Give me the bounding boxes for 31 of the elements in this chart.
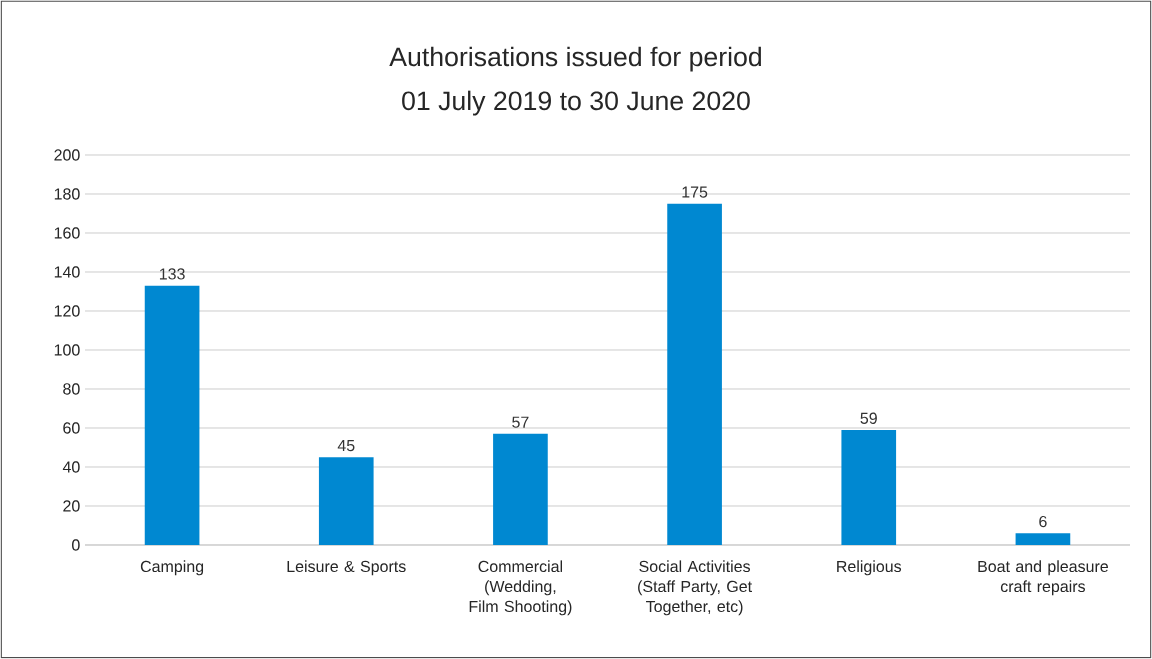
y-tick-label: 40 [62, 461, 80, 473]
chart-subtitle: 01 July 2019 to 30 June 2020 [402, 90, 750, 116]
y-tick-label: 60 [63, 422, 80, 434]
y-tick-label: 140 [54, 266, 80, 278]
x-tick-label: Camping [140, 560, 204, 576]
y-tick-label: 100 [54, 344, 80, 356]
y-tick-label: 200 [54, 149, 80, 161]
bar [144, 285, 200, 545]
y-tick-label: 160 [54, 227, 80, 239]
x-tick-label: Religious [837, 560, 902, 576]
x-tick-label: Leisure & Sports [287, 560, 406, 576]
y-tick-label: 80 [63, 383, 80, 395]
x-tick-label: Social Activities (Staff Party, Get Together, etc) [638, 560, 752, 616]
y-tick-label: 180 [54, 188, 80, 200]
bar [1015, 533, 1071, 545]
data-label: 59 [860, 412, 877, 424]
data-label: 133 [159, 268, 185, 280]
x-tick-label: Boat and pleasure craft repairs [978, 560, 1108, 596]
x-tick-label: Commercial (Wedding, Film Shooting) [469, 560, 572, 616]
data-label: 45 [337, 440, 355, 452]
bar [667, 203, 722, 545]
bar [841, 429, 897, 545]
data-label: 57 [512, 416, 529, 428]
bar [318, 457, 374, 545]
y-tick-label: 0 [72, 539, 80, 551]
y-tick-label: 20 [63, 500, 80, 512]
data-label: 6 [1039, 515, 1047, 528]
chart-title: Authorisations issued for period [389, 46, 761, 72]
data-label: 175 [682, 186, 708, 198]
y-tick-label: 120 [54, 305, 80, 317]
bar [493, 433, 548, 545]
